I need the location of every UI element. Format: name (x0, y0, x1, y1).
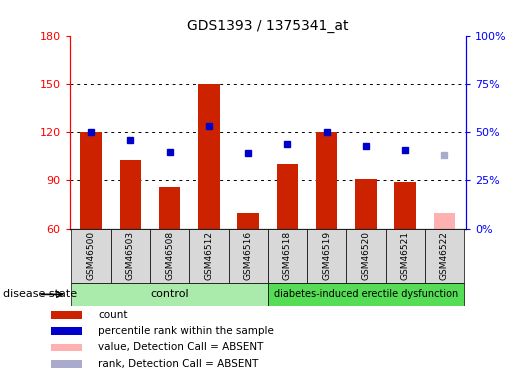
Bar (355, 179, 377, 229)
Bar (72, 229, 111, 283)
Bar (159, 187, 180, 229)
Bar (229, 229, 268, 283)
Text: count: count (98, 310, 128, 320)
Bar (237, 213, 259, 229)
Text: diabetes-induced erectile dysfunction: diabetes-induced erectile dysfunction (274, 290, 458, 299)
Bar (394, 182, 416, 229)
Bar (316, 132, 337, 229)
Bar (150, 229, 190, 283)
Bar (111, 229, 150, 283)
Text: control: control (150, 290, 189, 299)
Bar (268, 283, 464, 306)
Text: GSM46518: GSM46518 (283, 231, 292, 280)
Text: disease state: disease state (3, 290, 77, 299)
Text: GSM46503: GSM46503 (126, 231, 135, 280)
Text: GSM46520: GSM46520 (362, 231, 370, 280)
Text: percentile rank within the sample: percentile rank within the sample (98, 326, 274, 336)
Bar (434, 213, 455, 229)
Bar (425, 229, 464, 283)
Bar (198, 84, 220, 229)
Bar (268, 229, 307, 283)
Bar (386, 229, 425, 283)
Text: GSM46522: GSM46522 (440, 231, 449, 280)
Bar (277, 164, 298, 229)
Text: GSM46516: GSM46516 (244, 231, 253, 280)
Bar (50, 310, 82, 318)
Bar (80, 132, 102, 229)
Bar (346, 229, 386, 283)
Text: GSM46512: GSM46512 (204, 231, 213, 280)
Text: GSM46500: GSM46500 (87, 231, 96, 280)
Bar (50, 360, 82, 368)
Bar (50, 344, 82, 351)
Text: GSM46519: GSM46519 (322, 231, 331, 280)
Bar (72, 283, 268, 306)
Text: GSM46508: GSM46508 (165, 231, 174, 280)
Bar (307, 229, 346, 283)
Title: GDS1393 / 1375341_at: GDS1393 / 1375341_at (187, 19, 349, 33)
Bar (190, 229, 229, 283)
Text: rank, Detection Call = ABSENT: rank, Detection Call = ABSENT (98, 359, 259, 369)
Text: GSM46521: GSM46521 (401, 231, 410, 280)
Text: value, Detection Call = ABSENT: value, Detection Call = ABSENT (98, 342, 264, 352)
Bar (50, 327, 82, 335)
Bar (119, 159, 141, 229)
